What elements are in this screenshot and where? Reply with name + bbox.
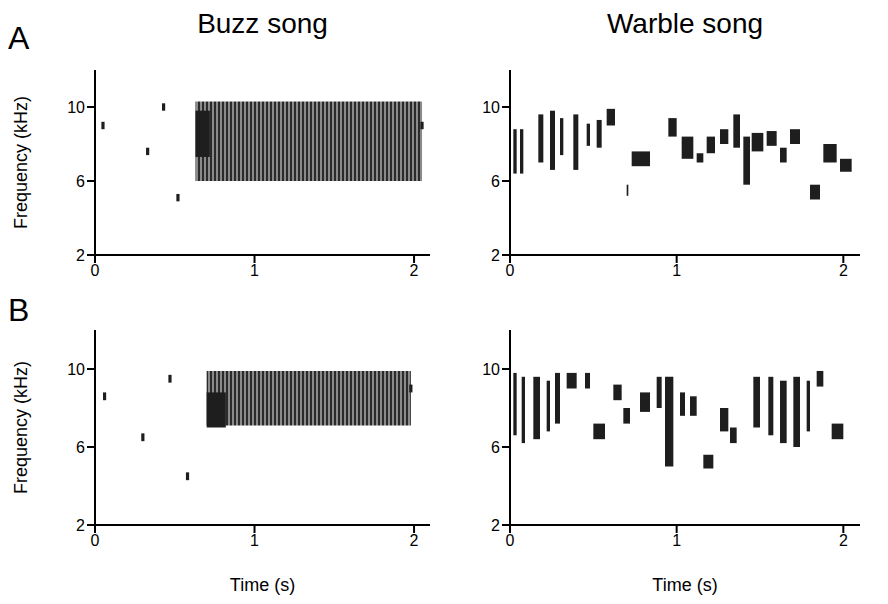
svg-text:0: 0 [91, 532, 100, 549]
svg-text:2: 2 [491, 247, 500, 264]
svg-text:1: 1 [250, 262, 259, 279]
svg-text:1: 1 [672, 532, 681, 549]
html-text:B: B [8, 292, 30, 328]
svg-text:0: 0 [91, 262, 100, 279]
svg-text:1: 1 [672, 262, 681, 279]
svg-text:2: 2 [76, 247, 85, 264]
svg-text:Time (s): Time (s) [230, 575, 295, 595]
svg-text:Frequency (kHz): Frequency (kHz) [11, 96, 31, 229]
svg-text:2: 2 [839, 532, 848, 549]
svg-text:2: 2 [410, 262, 419, 279]
svg-text:10: 10 [67, 99, 85, 116]
svg-text:6: 6 [491, 173, 500, 190]
svg-text:10: 10 [67, 361, 85, 378]
svg-text:0: 0 [506, 262, 515, 279]
svg-text:6: 6 [76, 173, 85, 190]
svg-text:2: 2 [839, 262, 848, 279]
svg-text:2: 2 [491, 517, 500, 534]
svg-text:10: 10 [482, 99, 500, 116]
svg-text:2: 2 [76, 517, 85, 534]
html-text:A: A [8, 20, 30, 56]
svg-text:2: 2 [410, 532, 419, 549]
svg-text:Frequency (kHz): Frequency (kHz) [11, 361, 31, 494]
html-text:Buzz song: Buzz song [197, 8, 328, 39]
svg-text:10: 10 [482, 361, 500, 378]
svg-text:1: 1 [250, 532, 259, 549]
svg-text:6: 6 [491, 439, 500, 456]
svg-text:6: 6 [76, 439, 85, 456]
svg-text:0: 0 [506, 532, 515, 549]
svg-text:Time (s): Time (s) [652, 575, 717, 595]
html-text:Warble song: Warble song [606, 8, 764, 39]
